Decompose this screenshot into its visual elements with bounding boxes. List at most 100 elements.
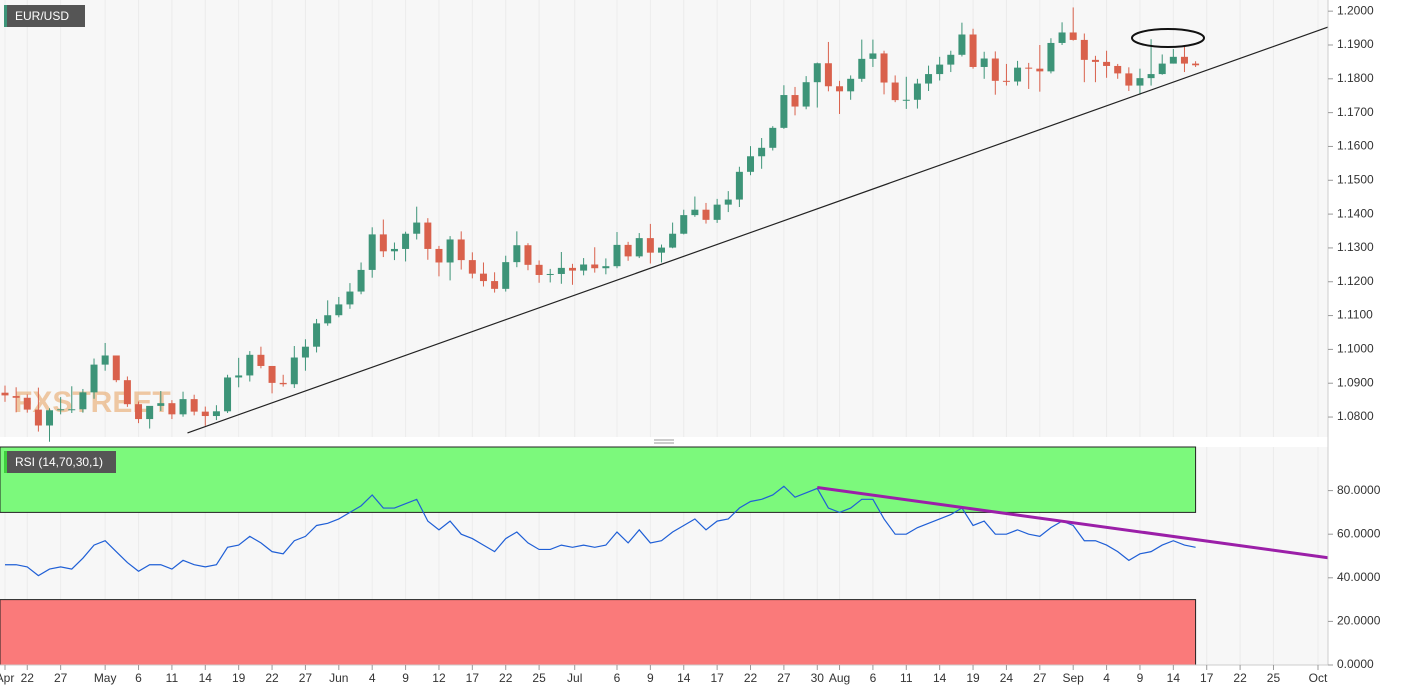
candle-body — [290, 357, 298, 385]
candle-body — [123, 380, 131, 405]
candle-body — [836, 86, 844, 92]
candle-body — [235, 375, 243, 378]
candle-body — [747, 156, 755, 172]
candle-body — [1169, 56, 1177, 64]
candle-body — [313, 323, 321, 347]
candle-body — [602, 266, 610, 269]
y-tick-label: 1.2000 — [1337, 3, 1374, 17]
candle-body — [1158, 63, 1166, 75]
candle-body — [101, 355, 109, 365]
candle-body — [1069, 32, 1077, 40]
x-tick-label: 27 — [777, 671, 791, 685]
candle-body — [357, 269, 365, 292]
trendline — [187, 26, 1329, 434]
candle-body — [758, 147, 766, 157]
candle-body — [813, 63, 821, 83]
legend-swatch — [4, 451, 7, 473]
x-tick-label: 17 — [466, 671, 480, 685]
x-tick-label: Apr — [0, 671, 14, 685]
oversold-zone — [0, 599, 1197, 666]
candle-body — [702, 209, 710, 220]
legend-box — [4, 5, 85, 27]
candle-body — [969, 34, 977, 67]
y-tick-label: 1.1200 — [1337, 274, 1374, 288]
x-tick-label: 17 — [710, 671, 724, 685]
candle-body — [713, 204, 721, 220]
candle-body — [513, 245, 521, 263]
x-tick-label: 14 — [199, 671, 213, 685]
overbought-zone — [0, 446, 1197, 513]
candle-body — [246, 354, 254, 376]
y-tick-label: 1.1300 — [1337, 240, 1374, 254]
candle-body — [146, 405, 154, 420]
x-tick-label: 17 — [1200, 671, 1214, 685]
candle-body — [635, 238, 643, 257]
candle-body — [224, 377, 232, 412]
candle-body — [913, 83, 921, 100]
y-tick-label: 1.0800 — [1337, 409, 1374, 423]
x-tick-label: 14 — [1167, 671, 1181, 685]
candle-body — [468, 260, 476, 274]
candle-body — [12, 396, 20, 398]
candle-body — [424, 222, 432, 249]
x-tick-label: Aug — [829, 671, 850, 685]
candle-body — [168, 403, 176, 415]
candle-body — [958, 34, 966, 55]
x-tick-label: 9 — [402, 671, 409, 685]
x-tick-label: 27 — [54, 671, 68, 685]
candle-body — [1047, 42, 1055, 72]
candle-body — [301, 346, 309, 358]
trendline — [817, 486, 1329, 560]
candle-body — [646, 238, 654, 253]
candle-body — [936, 64, 944, 75]
y-tick-label: 0.0000 — [1337, 657, 1374, 671]
candle-body — [847, 78, 855, 92]
candle-body — [925, 74, 933, 84]
y-tick-label: 1.1400 — [1337, 206, 1374, 220]
candle-body — [980, 58, 988, 67]
candle-body — [546, 273, 554, 275]
candle-body — [1014, 67, 1022, 82]
candle-body — [346, 291, 354, 305]
candle-body — [1125, 73, 1133, 86]
candle-body — [535, 264, 543, 275]
legend-label: EUR/USD — [15, 9, 69, 23]
candle-body — [1002, 80, 1010, 82]
candle-body — [257, 354, 265, 366]
marks — [1, 7, 1329, 577]
candle-body — [368, 234, 376, 270]
candle-body — [869, 53, 877, 59]
candle-body — [1091, 59, 1099, 62]
candle-body — [479, 273, 487, 282]
candle-body — [34, 409, 42, 426]
candle-body — [1025, 67, 1033, 69]
candle-body — [68, 409, 76, 411]
x-tick-label: 24 — [1000, 671, 1014, 685]
y-tick-label: 1.1000 — [1337, 342, 1374, 356]
y-tick-label: 1.1900 — [1337, 37, 1374, 51]
candle-body — [802, 82, 810, 107]
legend-box — [4, 451, 116, 473]
y-tick-label: 1.1600 — [1337, 139, 1374, 153]
candle-body — [591, 264, 599, 269]
y-tick-label: 60.0000 — [1337, 526, 1381, 540]
candle-body — [190, 399, 198, 412]
x-tick-label: 19 — [232, 671, 246, 685]
candle-body — [1080, 39, 1088, 60]
candle-body — [780, 95, 788, 128]
x-tick-label: 9 — [1137, 671, 1144, 685]
x-tick-label: May — [94, 671, 117, 685]
y-tick-label: 1.1500 — [1337, 172, 1374, 186]
candle-body — [201, 411, 209, 417]
y-tick-label: 40.0000 — [1337, 570, 1381, 584]
candle-body — [1147, 74, 1155, 79]
candle-body — [691, 209, 699, 216]
candle-body — [57, 409, 65, 411]
x-tick-label: 22 — [265, 671, 279, 685]
x-tick-label: 14 — [933, 671, 947, 685]
candle-body — [735, 171, 743, 200]
x-tick-label: 19 — [966, 671, 980, 685]
y-tick-label: 80.0000 — [1337, 483, 1381, 497]
x-tick-label: Jul — [567, 671, 582, 685]
candle-body — [413, 222, 421, 234]
